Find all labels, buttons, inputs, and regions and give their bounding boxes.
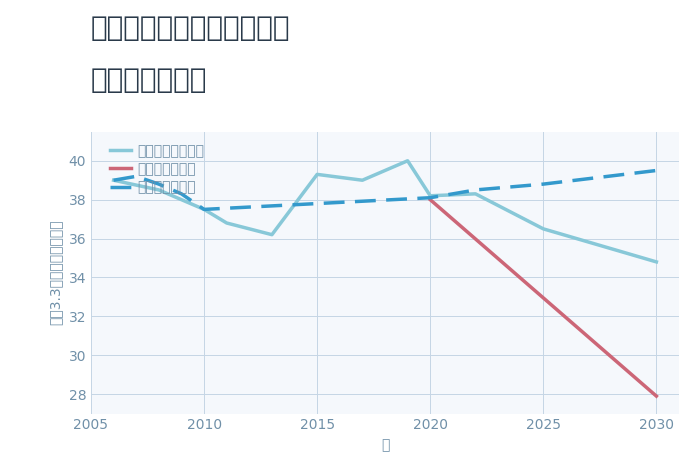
ノーマルシナリオ xyxy=(358,177,367,183)
ノーマルシナリオ xyxy=(155,187,163,193)
Line: バッドシナリオ: バッドシナリオ xyxy=(430,200,657,396)
Y-axis label: 坪（3.3㎡）単価（万円）: 坪（3.3㎡）単価（万円） xyxy=(49,220,63,325)
X-axis label: 年: 年 xyxy=(381,438,389,452)
グッドシナリオ xyxy=(426,195,435,201)
ノーマルシナリオ xyxy=(652,259,661,265)
Text: 奈良県奈良市あやめ池南の: 奈良県奈良市あやめ池南の xyxy=(91,14,290,42)
ノーマルシナリオ xyxy=(267,232,276,237)
Line: ノーマルシナリオ: ノーマルシナリオ xyxy=(113,161,657,262)
ノーマルシナリオ xyxy=(403,158,412,164)
グッドシナリオ xyxy=(132,173,141,179)
Text: 土地の価格推移: 土地の価格推移 xyxy=(91,66,207,94)
ノーマルシナリオ xyxy=(313,172,321,177)
バッドシナリオ xyxy=(426,197,435,203)
グッドシナリオ xyxy=(539,181,547,187)
ノーマルシナリオ xyxy=(223,220,231,226)
ノーマルシナリオ xyxy=(471,191,480,196)
グッドシナリオ xyxy=(471,187,480,193)
ノーマルシナリオ xyxy=(539,226,547,232)
グッドシナリオ xyxy=(177,191,186,196)
グッドシナリオ xyxy=(155,181,163,187)
Legend: ノーマルシナリオ, バッドシナリオ, グッドシナリオ: ノーマルシナリオ, バッドシナリオ, グッドシナリオ xyxy=(110,144,204,195)
バッドシナリオ xyxy=(652,393,661,399)
ノーマルシナリオ xyxy=(109,177,118,183)
Line: グッドシナリオ: グッドシナリオ xyxy=(113,171,657,210)
ノーマルシナリオ xyxy=(200,207,209,212)
グッドシナリオ xyxy=(200,207,209,212)
ノーマルシナリオ xyxy=(426,193,435,199)
グッドシナリオ xyxy=(652,168,661,173)
グッドシナリオ xyxy=(109,177,118,183)
